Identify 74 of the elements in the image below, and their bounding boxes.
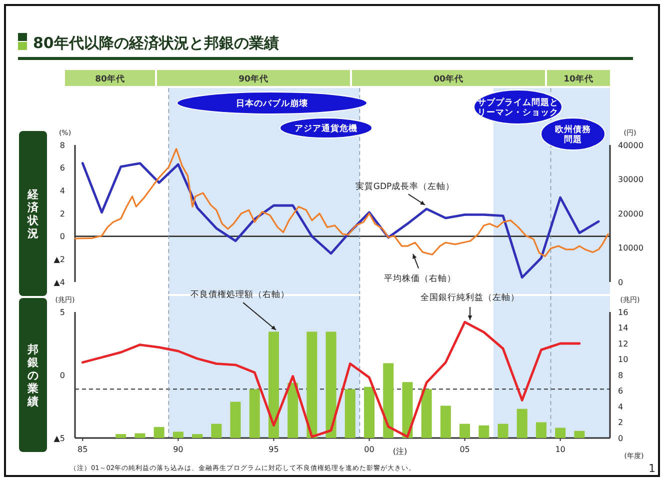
chart-title: 80年代以降の経済状況と邦銀の業績 xyxy=(33,34,279,52)
y-tick-label: 0 xyxy=(60,370,65,380)
bar xyxy=(154,426,164,438)
text: 10年代 xyxy=(564,74,594,84)
bar xyxy=(288,382,298,438)
bar xyxy=(306,332,318,438)
text: 平均株価（右軸） xyxy=(384,273,456,284)
y2-tick-label: 0 xyxy=(618,278,624,287)
text: 不良債権処理額（右軸） xyxy=(190,289,290,300)
y2-tick-label: 14 xyxy=(618,324,628,333)
bar xyxy=(460,424,470,438)
bar xyxy=(116,434,126,438)
text: 全国銀行純利益（左軸） xyxy=(420,292,520,303)
bar xyxy=(364,386,375,438)
x-tick-label: 10 xyxy=(555,445,566,454)
bar xyxy=(478,425,490,438)
text: 経済状況 xyxy=(26,188,40,240)
text: 80年代 xyxy=(95,74,125,84)
y2-tick-label: 0 xyxy=(618,434,624,443)
bar xyxy=(402,382,413,438)
text: アジア通貨危機 xyxy=(294,122,358,134)
line-series xyxy=(81,320,581,438)
text: 00年代 xyxy=(434,74,464,84)
y2-tick-label: 16 xyxy=(618,308,628,317)
x-tick-label: 90 xyxy=(173,445,184,454)
bar xyxy=(172,432,184,438)
bar xyxy=(498,424,508,438)
bar xyxy=(440,406,451,438)
y2-tick-label: 10 xyxy=(618,355,628,364)
bar xyxy=(383,363,394,438)
y-tick-label: 0 xyxy=(60,232,65,242)
y2-tick-label: 30000 xyxy=(618,175,644,184)
y2-tick-label: 20000 xyxy=(618,209,644,218)
x-tick-label: 05 xyxy=(460,445,470,454)
x-tick-label: 00 xyxy=(364,445,374,454)
text: 90年代 xyxy=(238,74,268,84)
y-tick-label: 5 xyxy=(60,308,65,317)
bar xyxy=(344,389,356,438)
bar xyxy=(268,332,279,438)
bar xyxy=(326,332,336,438)
text: 欧州債務問題 xyxy=(555,124,592,145)
bar xyxy=(516,408,528,438)
bar xyxy=(249,389,260,438)
y2-tick-label: 8 xyxy=(618,370,624,380)
x-tick-label: 95 xyxy=(268,445,279,454)
x-tick-label: 85 xyxy=(78,445,88,454)
y2-tick-label: 4 xyxy=(618,402,624,412)
bar xyxy=(555,428,566,438)
y2-tick-label: 10000 xyxy=(618,244,644,253)
text: サブプライム問題とリーマン・ショック xyxy=(478,96,558,118)
bar xyxy=(211,424,222,438)
bar xyxy=(192,434,203,438)
y-tick-label: ▲2 xyxy=(54,254,65,264)
bar xyxy=(134,433,146,438)
line-series xyxy=(74,148,609,258)
y-tick-label: 4 xyxy=(60,186,65,196)
text: 日本のバブル崩壊 xyxy=(236,98,308,109)
bar xyxy=(230,402,241,438)
y-tick-label: 6 xyxy=(60,164,65,173)
bar xyxy=(421,389,432,438)
y2-tick-label: 40000 xyxy=(618,140,644,150)
y-tick-label: 2 xyxy=(60,209,65,218)
text: 1 xyxy=(648,462,656,475)
y2-tick-label: 2 xyxy=(618,418,624,428)
text: 邦銀の業績 xyxy=(26,343,40,408)
text: 実質GDP成長率（左軸） xyxy=(355,181,455,192)
bar xyxy=(536,422,546,438)
y2-tick-label: 12 xyxy=(618,339,628,348)
y2-tick-label: 6 xyxy=(618,386,624,396)
y-tick-label: 8 xyxy=(60,140,65,150)
text: (注) xyxy=(392,447,408,456)
y-tick-label: ▲4 xyxy=(54,278,65,287)
bar xyxy=(574,430,585,438)
y-tick-label: ▲5 xyxy=(54,434,65,443)
